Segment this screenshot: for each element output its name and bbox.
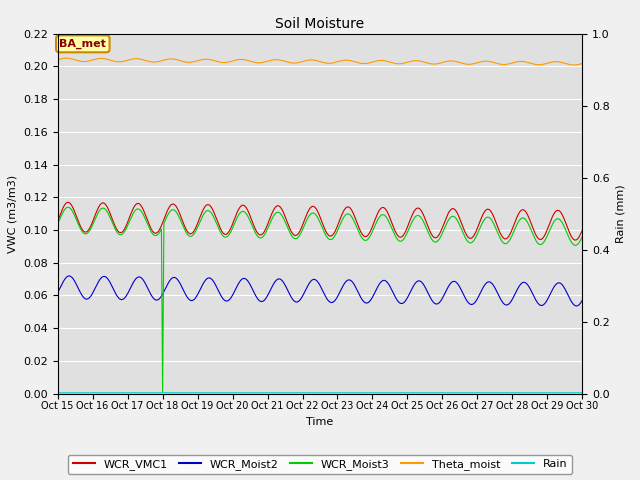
Text: BA_met: BA_met [60,39,106,49]
Title: Soil Moisture: Soil Moisture [275,17,365,31]
Y-axis label: VWC (m3/m3): VWC (m3/m3) [8,175,17,252]
Legend: WCR_VMC1, WCR_Moist2, WCR_Moist3, Theta_moist, Rain: WCR_VMC1, WCR_Moist2, WCR_Moist3, Theta_… [68,455,572,474]
X-axis label: Time: Time [307,417,333,427]
Y-axis label: Rain (mm): Rain (mm) [616,184,625,243]
